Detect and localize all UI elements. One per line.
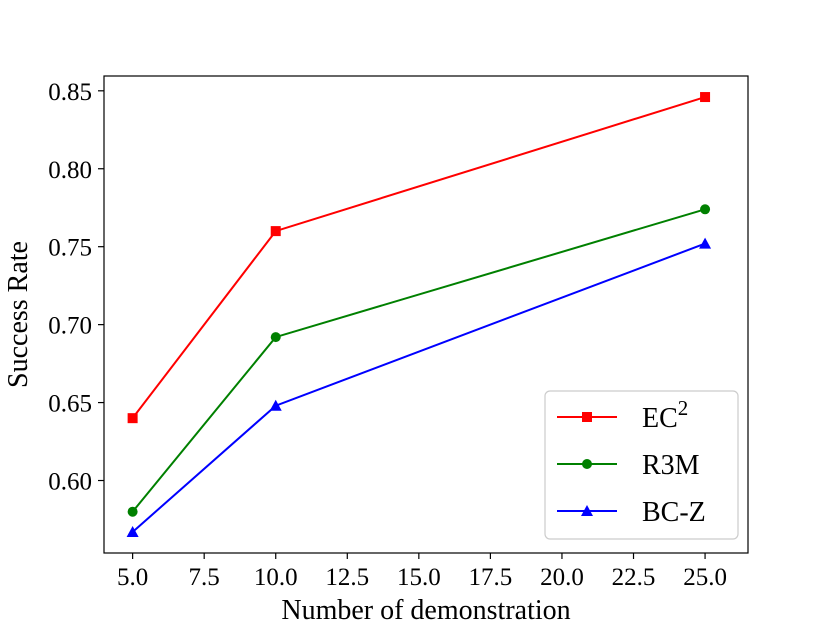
legend-label-text: BC-Z — [642, 497, 706, 528]
x-tick-label: 7.5 — [189, 564, 220, 591]
data-point-ec2 — [700, 92, 711, 103]
legend-item-ec2: EC2 — [557, 396, 688, 434]
data-point-r3m — [700, 204, 711, 215]
y-axis-label: Success Rate — [3, 241, 34, 388]
legend-label-superscript: 2 — [678, 396, 689, 420]
axis-ticks: 5.0 7.5 10.0 12.5 15.0 17.5 20.0 22.5 25.0 0.60 0.… — [48, 79, 727, 591]
legend-label-text: EC — [642, 403, 678, 434]
legend-box — [544, 390, 739, 540]
x-tick-label: 5.0 — [117, 564, 148, 591]
data-point-r3m — [127, 506, 138, 517]
series-r3m — [127, 204, 711, 517]
series-bc-z — [126, 237, 712, 537]
series-ec2 — [127, 92, 711, 424]
x-tick-label: 25.0 — [683, 564, 727, 591]
plot-frame — [103, 75, 749, 554]
legend-label: BC-Z — [642, 497, 706, 528]
legend-label: EC2 — [642, 396, 688, 434]
series-layer — [126, 92, 712, 537]
data-point-bc-z — [269, 399, 282, 411]
y-tick-label: 0.85 — [48, 79, 92, 106]
series-line-ec2 — [131, 96, 706, 419]
data-point-r3m — [270, 332, 281, 343]
legend-label: R3M — [642, 450, 700, 481]
x-tick-label: 15.0 — [397, 564, 441, 591]
legend-swatch-marker — [581, 505, 593, 516]
data-point-bc-z — [699, 237, 712, 249]
legend-label-text: R3M — [642, 450, 700, 481]
y-tick-label: 0.75 — [48, 235, 92, 262]
x-tick-label: 17.5 — [469, 564, 513, 591]
data-point-ec2 — [270, 226, 281, 237]
x-tick-label: 10.0 — [254, 564, 298, 591]
x-tick-label: 22.5 — [612, 564, 656, 591]
x-tick-label: 20.0 — [540, 564, 584, 591]
y-tick-label: 0.80 — [48, 157, 92, 184]
legend-swatch-marker — [582, 412, 592, 422]
x-tick-label: 12.5 — [325, 564, 369, 591]
x-axis-label: Number of demonstration — [281, 595, 570, 623]
legend-item-bc-z: BC-Z — [557, 497, 706, 528]
y-tick-label: 0.70 — [48, 313, 92, 340]
legend-swatch-marker — [582, 459, 592, 469]
data-point-bc-z — [126, 525, 139, 537]
data-point-ec2 — [127, 413, 138, 424]
y-tick-label: 0.65 — [48, 391, 92, 418]
y-tick-label: 0.60 — [48, 469, 92, 496]
legend-item-r3m: R3M — [557, 450, 700, 481]
legend: EC2 R3M BC-Z — [544, 390, 739, 540]
